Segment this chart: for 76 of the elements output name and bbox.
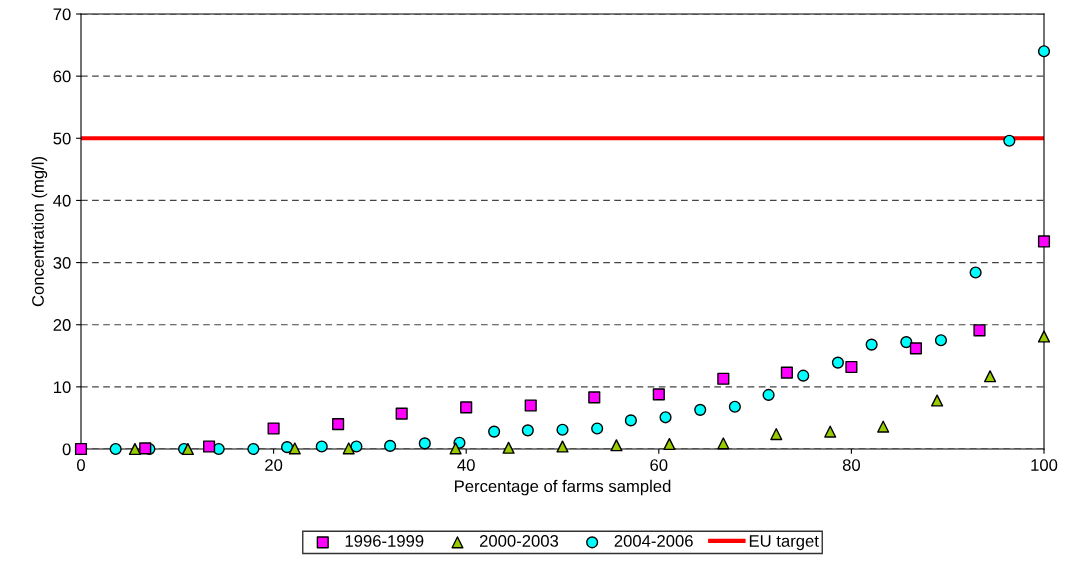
point <box>877 420 890 433</box>
point <box>524 399 537 412</box>
point <box>762 388 775 402</box>
point <box>1037 330 1051 343</box>
point <box>659 411 672 424</box>
y-tick-label: 20 <box>53 319 71 331</box>
point <box>521 424 534 437</box>
x-axis-title: Percentage of farms sampled <box>455 479 671 496</box>
x-tick-label: 60 <box>650 459 668 471</box>
point <box>624 414 637 427</box>
point <box>556 423 569 436</box>
legend-label: 2004-2006 <box>614 535 693 547</box>
point <box>139 442 152 455</box>
point <box>395 407 408 420</box>
point <box>74 442 88 456</box>
point <box>865 338 878 351</box>
point <box>342 442 355 455</box>
point <box>418 437 431 450</box>
y-tick-label: 0 <box>62 443 71 456</box>
legend-label: 2000-2003 <box>479 535 559 547</box>
point <box>591 422 604 435</box>
point <box>717 372 730 385</box>
point <box>694 403 707 416</box>
point <box>717 437 730 450</box>
point <box>1003 134 1016 147</box>
legend-label: EU target <box>749 535 819 551</box>
point <box>502 441 515 454</box>
point <box>797 369 810 382</box>
point <box>610 439 623 452</box>
x-tick-label: 20 <box>265 459 283 471</box>
y-axis-title: Concentration (mg/l) <box>31 157 48 307</box>
legend-label: 1996-1999 <box>345 535 424 547</box>
point <box>332 418 345 431</box>
y-tick-label: 30 <box>53 256 71 269</box>
point <box>384 439 397 452</box>
x-tick-label: 0 <box>77 459 85 471</box>
point <box>973 324 986 337</box>
point <box>909 342 922 355</box>
point <box>281 441 294 454</box>
point <box>449 442 462 455</box>
point <box>934 334 948 347</box>
y-tick-label: 10 <box>54 381 71 394</box>
point <box>780 366 793 379</box>
point <box>931 394 944 407</box>
point <box>845 360 858 374</box>
point <box>315 440 328 453</box>
x-tick-label: 40 <box>457 459 475 471</box>
point <box>267 422 280 435</box>
point <box>181 442 194 456</box>
point <box>728 400 741 413</box>
y-tick-label: 50 <box>53 132 71 145</box>
point <box>831 356 844 369</box>
y-tick-label: 70 <box>53 8 71 21</box>
y-tick-label: 60 <box>53 70 71 83</box>
x-tick-label: 80 <box>842 459 861 471</box>
point <box>824 425 837 438</box>
point <box>588 391 601 404</box>
point <box>350 440 363 453</box>
point <box>969 266 982 279</box>
point <box>460 401 473 414</box>
point <box>128 442 142 456</box>
point <box>900 336 913 349</box>
point <box>109 442 122 456</box>
point <box>203 440 216 453</box>
point <box>288 442 301 455</box>
point <box>247 442 260 456</box>
x-tick-label: 100 <box>1031 459 1058 471</box>
point <box>652 388 665 401</box>
point <box>488 425 501 438</box>
point <box>770 428 783 441</box>
point <box>556 440 569 453</box>
point <box>663 437 676 451</box>
point <box>1037 45 1051 58</box>
point <box>1037 235 1051 248</box>
point <box>983 370 997 383</box>
y-tick-label: 40 <box>53 194 71 207</box>
